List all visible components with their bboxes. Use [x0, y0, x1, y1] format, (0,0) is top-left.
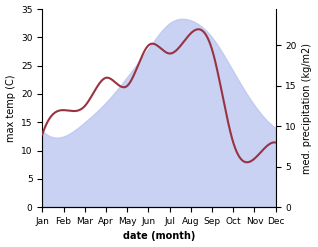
Y-axis label: med. precipitation (kg/m2): med. precipitation (kg/m2): [302, 43, 313, 174]
X-axis label: date (month): date (month): [123, 231, 195, 242]
Y-axis label: max temp (C): max temp (C): [5, 74, 16, 142]
